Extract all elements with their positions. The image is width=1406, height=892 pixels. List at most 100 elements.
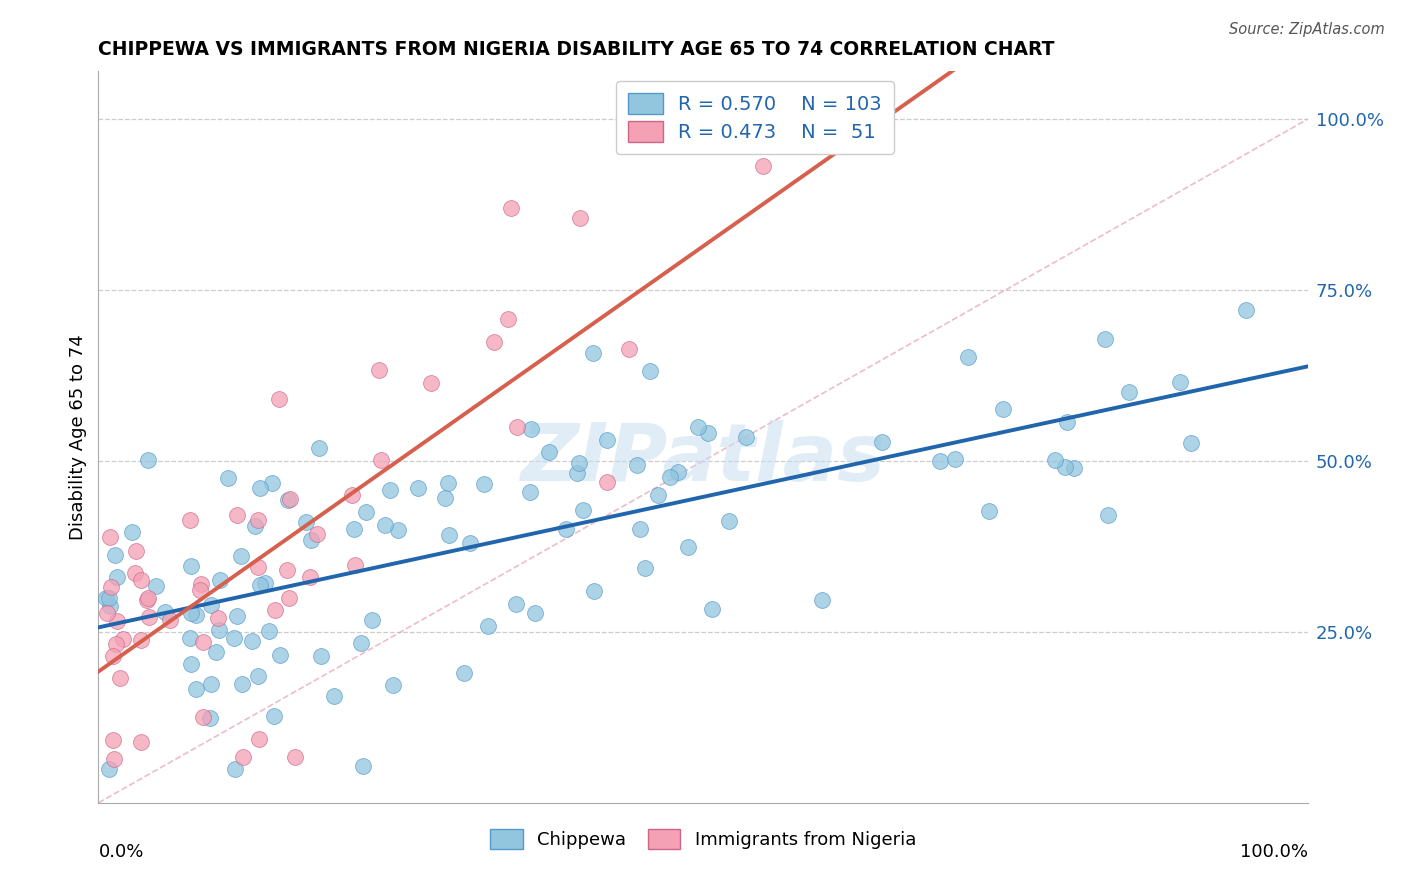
- Point: [406, 482, 429, 496]
- Text: Source: ZipAtlas.com: Source: ZipAtlas.com: [1229, 22, 1385, 37]
- Point: [666, 466, 689, 480]
- Point: [555, 522, 578, 536]
- Legend: Chippewa, Immigrants from Nigeria: Chippewa, Immigrants from Nigeria: [482, 822, 924, 856]
- Point: [477, 619, 499, 633]
- Point: [232, 750, 254, 764]
- Point: [1056, 415, 1078, 429]
- Point: [111, 632, 134, 647]
- Point: [180, 559, 202, 574]
- Point: [299, 533, 322, 547]
- Point: [1097, 508, 1119, 522]
- Point: [991, 401, 1014, 416]
- Point: [276, 563, 298, 577]
- Y-axis label: Disability Age 65 to 74: Disability Age 65 to 74: [69, 334, 87, 540]
- Point: [361, 613, 384, 627]
- Point: [626, 458, 648, 472]
- Point: [582, 583, 605, 598]
- Point: [94, 591, 117, 606]
- Point: [240, 634, 263, 648]
- Point: [184, 682, 207, 697]
- Point: [98, 762, 121, 776]
- Point: [246, 559, 269, 574]
- Point: [436, 476, 458, 491]
- Point: [263, 708, 285, 723]
- Point: [537, 445, 560, 459]
- Point: [105, 570, 128, 584]
- Point: [647, 488, 669, 502]
- Point: [278, 591, 301, 606]
- Point: [200, 598, 222, 612]
- Point: [101, 733, 124, 747]
- Point: [582, 346, 605, 360]
- Point: [1118, 385, 1140, 400]
- Point: [311, 649, 333, 664]
- Point: [104, 548, 127, 562]
- Point: [278, 491, 301, 506]
- Point: [676, 540, 699, 554]
- Point: [180, 606, 202, 620]
- Point: [370, 453, 392, 467]
- Point: [103, 752, 125, 766]
- Point: [308, 441, 330, 455]
- Point: [496, 312, 519, 326]
- Point: [159, 613, 181, 627]
- Point: [460, 535, 482, 549]
- Point: [247, 669, 270, 683]
- Point: [153, 605, 176, 619]
- Point: [98, 599, 121, 613]
- Point: [505, 597, 527, 611]
- Text: CHIPPEWA VS IMMIGRANTS FROM NIGERIA DISABILITY AGE 65 TO 74 CORRELATION CHART: CHIPPEWA VS IMMIGRANTS FROM NIGERIA DISA…: [98, 39, 1054, 59]
- Point: [354, 504, 377, 518]
- Point: [943, 451, 966, 466]
- Point: [295, 515, 318, 529]
- Point: [350, 636, 373, 650]
- Point: [226, 608, 249, 623]
- Point: [243, 518, 266, 533]
- Point: [342, 488, 364, 502]
- Point: [217, 471, 239, 485]
- Point: [180, 657, 202, 671]
- Point: [1168, 375, 1191, 389]
- Point: [305, 527, 328, 541]
- Point: [254, 575, 277, 590]
- Point: [184, 607, 207, 622]
- Point: [437, 527, 460, 541]
- Point: [200, 677, 222, 691]
- Point: [634, 561, 657, 575]
- Point: [659, 470, 682, 484]
- Point: [520, 422, 543, 436]
- Point: [1180, 435, 1202, 450]
- Point: [419, 376, 441, 390]
- Point: [125, 544, 148, 558]
- Point: [98, 531, 121, 545]
- Point: [284, 750, 307, 764]
- Point: [226, 508, 249, 523]
- Point: [619, 342, 641, 356]
- Point: [121, 524, 143, 539]
- Point: [523, 606, 546, 620]
- Point: [246, 513, 269, 527]
- Point: [387, 524, 409, 538]
- Point: [231, 677, 253, 691]
- Point: [124, 566, 146, 580]
- Point: [957, 350, 980, 364]
- Point: [190, 576, 212, 591]
- Point: [198, 711, 221, 725]
- Point: [269, 648, 291, 663]
- Text: ZIPatlas: ZIPatlas: [520, 420, 886, 498]
- Point: [145, 580, 167, 594]
- Point: [571, 502, 593, 516]
- Point: [434, 491, 457, 505]
- Point: [267, 392, 290, 406]
- Point: [870, 434, 893, 449]
- Point: [129, 735, 152, 749]
- Point: [205, 644, 228, 658]
- Point: [323, 689, 346, 703]
- Point: [1043, 452, 1066, 467]
- Point: [700, 602, 723, 616]
- Point: [688, 420, 710, 434]
- Point: [453, 666, 475, 681]
- Point: [249, 578, 271, 592]
- Point: [135, 592, 157, 607]
- Point: [569, 211, 592, 225]
